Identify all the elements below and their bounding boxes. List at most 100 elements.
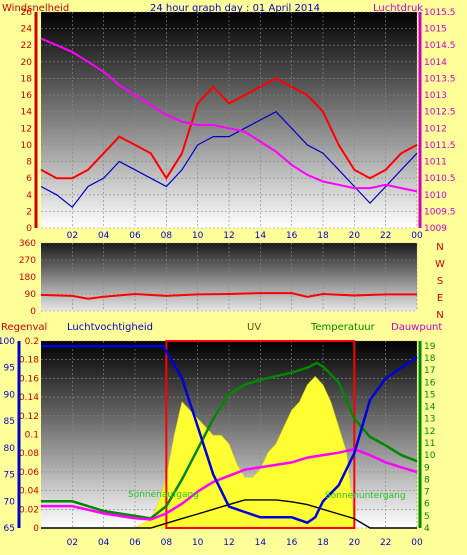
rain-y-tick-label: 0.08 xyxy=(19,449,39,459)
humidity-y-tick-label: 100 xyxy=(0,337,15,347)
rain-y-tick-label: 0.14 xyxy=(19,393,39,403)
climate-x-tick-label: 00 xyxy=(411,538,423,548)
compass-label: W xyxy=(435,259,445,270)
wind-y-tick-label: 18 xyxy=(21,74,33,84)
direction-y-tick-label: 270 xyxy=(19,256,36,266)
climate-x-tick-label: 02 xyxy=(67,538,78,548)
wind-x-tick-label: 02 xyxy=(67,231,78,241)
temperature-y-tick-label: 18 xyxy=(424,354,436,364)
uv-area xyxy=(134,376,355,529)
pressure-title: Luchtdruk xyxy=(373,3,423,14)
temperature-y-tick-label: 12 xyxy=(424,427,435,437)
wind-y-tick-label: 14 xyxy=(21,108,33,118)
temperature-y-tick-label: 14 xyxy=(424,403,436,413)
direction-y-tick-label: 90 xyxy=(25,290,37,300)
wind-x-tick-label: 18 xyxy=(317,231,329,241)
wind-y-tick-label: 22 xyxy=(21,41,32,51)
temperature-y-tick-label: 5 xyxy=(424,512,430,522)
wind-y-tick-label: 12 xyxy=(21,124,32,134)
humidity-y-tick-label: 95 xyxy=(4,364,15,374)
uv-label: UV xyxy=(247,322,261,333)
dewpoint-label: Dauwpunt xyxy=(391,322,442,333)
pressure-y-tick-label: 1009.5 xyxy=(424,207,456,217)
daylight-frame xyxy=(165,340,356,529)
direction-y-tick-label: 0 xyxy=(30,307,36,317)
wind-gust-line xyxy=(40,110,418,209)
wind-x-tick-label: 16 xyxy=(286,231,298,241)
temperature-y-tick-label: 6 xyxy=(424,500,430,510)
wind-x-tick-label: 10 xyxy=(192,231,204,241)
compass-label: N xyxy=(436,242,443,253)
climate-x-tick-label: 04 xyxy=(98,538,110,548)
temperature-y-tick-label: 11 xyxy=(424,439,435,449)
wind-y-tick-label: 0 xyxy=(26,224,32,234)
temperature-y-tick-label: 8 xyxy=(424,475,430,485)
wind-x-tick-label: 22 xyxy=(380,231,391,241)
pressure-y-tick-label: 1011.5 xyxy=(424,141,456,151)
pressure-y-tick-label: 1010.5 xyxy=(424,174,456,184)
climate-x-tick-label: 06 xyxy=(129,538,141,548)
temperature-label: Temperatuur xyxy=(310,322,376,333)
wind-x-tick-label: 00 xyxy=(411,231,423,241)
humidity-y-tick-label: 65 xyxy=(4,524,15,534)
wind-x-tick-label: 08 xyxy=(161,231,173,241)
pressure-y-tick-label: 1014 xyxy=(424,58,447,68)
compass-label: S xyxy=(437,276,443,287)
climate-x-tick-label: 12 xyxy=(223,538,234,548)
climate-x-tick-label: 16 xyxy=(286,538,298,548)
temperature-y-tick-label: 13 xyxy=(424,415,435,425)
wind-x-tick-label: 06 xyxy=(129,231,141,241)
climate-x-tick-label: 10 xyxy=(192,538,204,548)
pressure-y-tick-label: 1009 xyxy=(424,224,447,234)
pressure-y-tick-label: 1010 xyxy=(424,191,447,201)
rain-y-tick-label: 0.02 xyxy=(19,505,39,515)
wind-x-tick-label: 14 xyxy=(255,231,267,241)
wind-y-tick-label: 24 xyxy=(21,25,33,35)
climate-x-tick-label: 18 xyxy=(317,538,329,548)
temperature-y-tick-label: 16 xyxy=(424,378,436,388)
wind-x-tick-label: 12 xyxy=(223,231,234,241)
wind-speed-line xyxy=(40,77,418,181)
humidity-y-tick-label: 90 xyxy=(4,390,16,400)
temperature-y-tick-label: 9 xyxy=(424,463,430,473)
humidity-label: Luchtvochtigheid xyxy=(67,322,153,333)
sunset-label: Sonnenuntergang xyxy=(325,491,406,501)
climate-x-tick-label: 22 xyxy=(380,538,391,548)
sunrise-label: Sonnenaufgang xyxy=(128,490,199,500)
rain-y-tick-label: 0.04 xyxy=(19,487,39,497)
pressure-y-tick-label: 1012 xyxy=(424,124,447,134)
wind-y-tick-label: 2 xyxy=(26,207,32,217)
temperature-y-tick-label: 4 xyxy=(424,524,430,534)
rain-y-tick-label: 0 xyxy=(33,524,39,534)
wind-speed-title: Windsnelheid xyxy=(2,3,69,14)
rain-y-tick-label: 0.1 xyxy=(25,431,39,441)
rain-label: Regenval xyxy=(1,322,47,333)
pressure-y-tick-label: 1012.5 xyxy=(424,108,456,118)
wind-y-tick-label: 4 xyxy=(26,191,32,201)
temperature-y-tick-label: 7 xyxy=(424,488,430,498)
wind-y-tick-label: 8 xyxy=(26,158,32,168)
wind-x-tick-label: 04 xyxy=(98,231,110,241)
temperature-y-tick-label: 19 xyxy=(424,342,436,352)
temperature-y-tick-label: 15 xyxy=(424,390,435,400)
rain-y-tick-label: 0.06 xyxy=(19,468,39,478)
rain-y-tick-label: 0.16 xyxy=(19,374,39,384)
compass-label: N xyxy=(436,310,443,321)
compass-label: E xyxy=(437,293,443,304)
temperature-y-tick-label: 10 xyxy=(424,451,436,461)
pressure-y-tick-label: 1015.5 xyxy=(424,8,456,18)
chart-date-title: 24 hour graph day : 01 April 2014 xyxy=(150,3,320,14)
rain-y-tick-label: 0.18 xyxy=(19,356,39,366)
dewpoint-line xyxy=(41,447,418,521)
wind-x-tick-label: 20 xyxy=(349,231,361,241)
direction-y-tick-label: 360 xyxy=(19,239,36,249)
climate-x-tick-label: 20 xyxy=(349,538,361,548)
wind-y-tick-label: 20 xyxy=(21,58,33,68)
pressure-line xyxy=(40,37,418,193)
pressure-y-tick-label: 1013.5 xyxy=(424,74,456,84)
humidity-y-tick-label: 80 xyxy=(4,444,16,454)
temperature-line xyxy=(41,361,418,520)
pressure-y-tick-label: 1013 xyxy=(424,91,447,101)
humidity-y-tick-label: 75 xyxy=(4,471,15,481)
